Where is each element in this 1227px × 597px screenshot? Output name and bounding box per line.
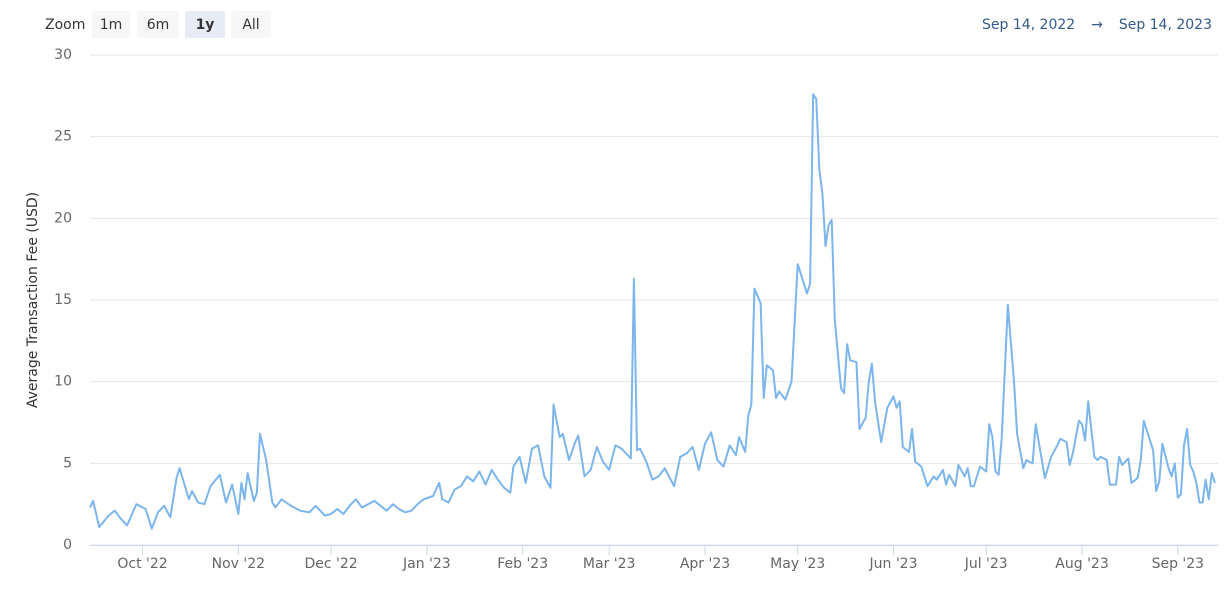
y-tick-label: 15 xyxy=(54,292,72,308)
x-tick-label: Oct '22 xyxy=(117,556,167,572)
y-tick-label: 20 xyxy=(54,210,72,226)
zoom-button[interactable] xyxy=(92,11,130,38)
x-tick-label: Feb '23 xyxy=(497,556,548,572)
zoom-button[interactable] xyxy=(137,11,179,38)
x-tick-label: Dec '22 xyxy=(304,556,357,572)
x-tick-label: Jul '23 xyxy=(964,556,1008,572)
x-tick-label: Aug '23 xyxy=(1055,556,1108,572)
zoom-button-label[interactable]: 1y xyxy=(196,17,215,33)
range-start: Sep 14, 2022 xyxy=(982,17,1075,33)
y-tick-label: 30 xyxy=(54,47,72,63)
y-axis-label: Average Transaction Fee (USD) xyxy=(25,192,41,408)
x-tick-label: May '23 xyxy=(770,556,825,572)
y-tick-label: 10 xyxy=(54,374,72,390)
x-tick-label: Jan '23 xyxy=(402,556,451,572)
x-tick-label: Sep '23 xyxy=(1152,556,1205,572)
range-arrow: → xyxy=(1091,17,1103,33)
y-tick-label: 5 xyxy=(63,455,72,471)
x-tick-label: Jun '23 xyxy=(869,556,918,572)
x-tick-label: Nov '22 xyxy=(212,556,265,572)
range-end: Sep 14, 2023 xyxy=(1119,17,1212,33)
zoom-button-label[interactable]: 1m xyxy=(100,17,123,33)
zoom-button-label[interactable]: All xyxy=(242,17,259,33)
y-tick-label: 0 xyxy=(63,537,72,553)
y-tick-label: 25 xyxy=(54,129,72,145)
x-tick-label: Apr '23 xyxy=(680,556,730,572)
zoom-button-label[interactable]: 6m xyxy=(147,17,170,33)
zoom-button[interactable] xyxy=(185,11,225,38)
zoom-button[interactable] xyxy=(231,11,271,38)
x-tick-label: Mar '23 xyxy=(583,556,636,572)
zoom-buttons: 1m 6m 1y All xyxy=(92,11,271,38)
series-line xyxy=(89,93,1216,530)
zoom-label: Zoom xyxy=(45,17,85,33)
